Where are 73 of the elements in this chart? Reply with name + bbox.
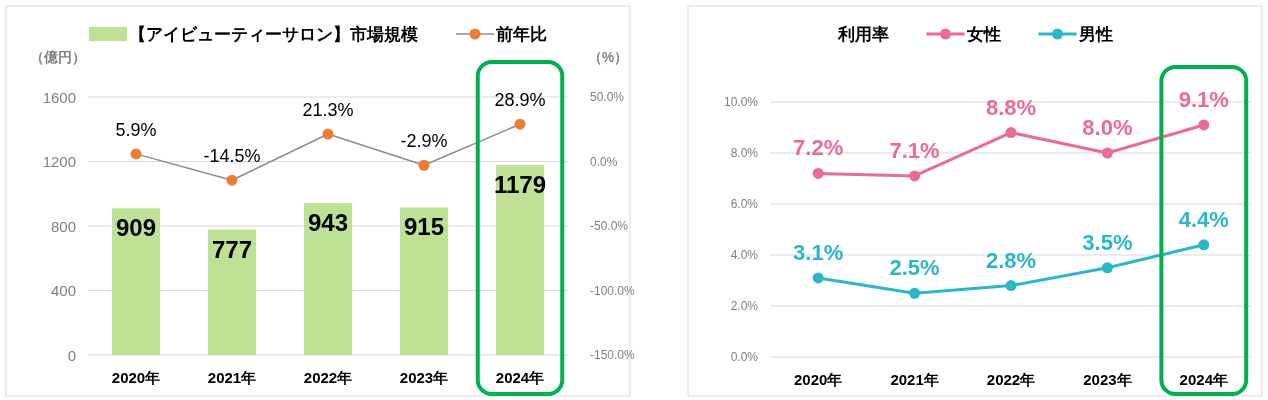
x-tick-label: 2020年 [794,371,843,388]
y-tick-label: 1600 [42,88,76,106]
x-tick-label: 2024年 [495,369,545,386]
y2-axis-title: （%） [587,49,629,65]
point [418,159,430,171]
y-tick-label: 2.0% [730,299,759,313]
y-tick-label: 0.0% [730,350,759,364]
y-tick-label: 10.0% [723,95,759,109]
bar [496,164,544,355]
data-label: 8.8% [985,94,1037,120]
point [812,272,824,284]
data-label: 7.1% [889,137,940,163]
point [1005,280,1017,292]
legend-label: 女性 [965,24,1001,44]
data-label: 28.9% [494,90,546,111]
y2-tick-label: 50.0% [590,90,625,104]
y2-tick-label: -150.0% [590,348,636,362]
x-tick-label: 2020年 [111,369,161,386]
x-tick-label: 2021年 [207,369,257,386]
point [130,148,142,160]
data-label: 777 [211,235,253,263]
point [1198,239,1210,251]
legend-title: 利用率 [836,24,889,44]
bar [208,229,256,355]
legend-label: 【アイビューティーサロン】市場規模 [129,24,418,44]
data-label: 1179 [493,170,547,198]
data-label: 9.1% [1178,86,1229,112]
y2-tick-label: -100.0% [590,283,636,298]
data-label: 8.0% [1082,115,1133,140]
x-tick-label: 2024年 [1179,371,1228,388]
bar [112,208,160,355]
y-tick-label: 800 [50,217,76,235]
y-tick-label: 1200 [42,153,76,170]
data-label: 3.5% [1082,229,1133,255]
point [1005,127,1017,139]
data-label: 4.4% [1178,206,1229,232]
point [812,167,824,179]
x-tick-label: 2022年 [986,371,1036,388]
x-tick-label: 2023年 [399,369,449,386]
bar [304,202,352,355]
data-label: 915 [403,213,445,241]
point [226,174,238,186]
point [322,128,334,140]
data-label: 21.3% [302,100,354,121]
point [909,170,921,182]
point [1101,147,1113,159]
x-tick-label: 2021年 [890,371,939,388]
legend-label: 前年比 [495,24,547,44]
y-tick-label: 6.0% [730,197,759,211]
data-label: 909 [115,214,157,242]
data-label: -14.5% [203,146,261,167]
y-tick-label: 4.0% [730,248,759,262]
legend-label: 男性 [1077,24,1113,44]
data-label: 5.9% [115,119,157,140]
bar [400,207,448,355]
y-tick-label: 400 [50,282,76,299]
y-tick-label: 8.0% [730,146,759,160]
data-label: 2.5% [889,255,940,281]
x-tick-label: 2023年 [1083,371,1132,388]
data-label: 7.2% [793,135,844,161]
y2-tick-label: -50.0% [590,219,629,233]
point [909,287,921,299]
point [514,118,526,130]
point [1198,119,1210,131]
data-label: 3.1% [793,239,844,265]
x-tick-label: 2022年 [303,369,353,386]
data-label: 943 [307,208,349,236]
y-axis-title: （億円） [30,49,86,65]
data-label: 2.8% [985,247,1037,273]
y2-tick-label: 0.0% [590,154,618,169]
y-tick-label: 0 [67,346,76,364]
data-label: -2.9% [400,131,448,152]
point [1101,262,1113,274]
